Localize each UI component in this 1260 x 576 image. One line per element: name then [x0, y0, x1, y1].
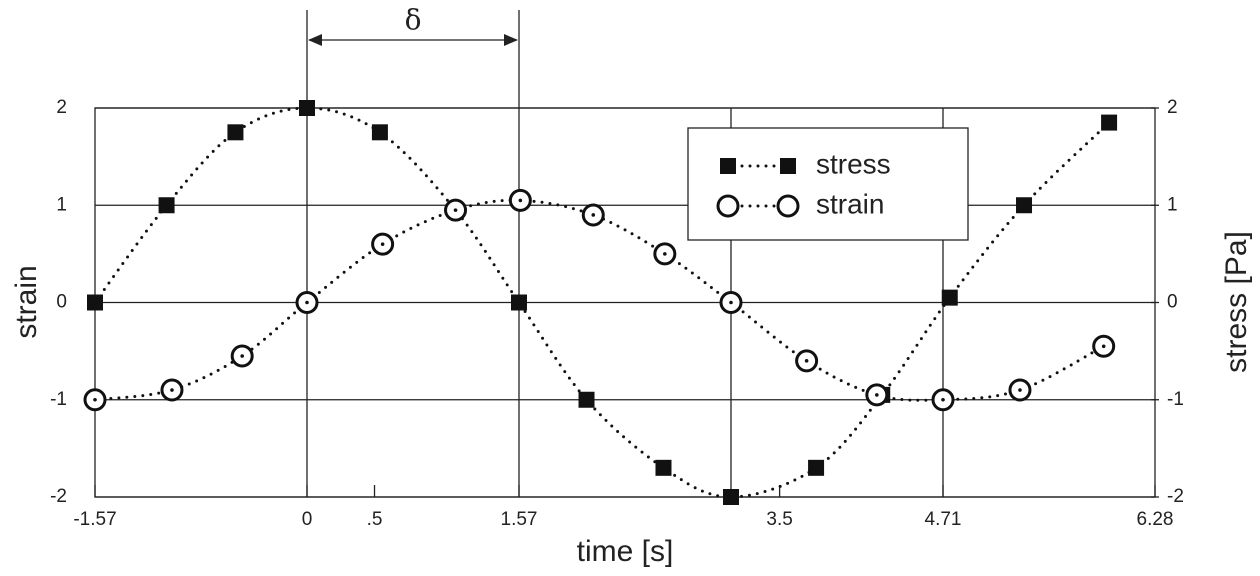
marker-dot: [663, 252, 667, 256]
marker-dot: [804, 359, 809, 363]
x-tick-label: .5: [367, 509, 383, 530]
marker: [723, 489, 739, 505]
x-tick-label: 1.57: [501, 509, 538, 530]
marker-dot: [729, 300, 733, 305]
marker: [780, 158, 796, 174]
marker: [371, 124, 388, 141]
marker-dot: [453, 208, 458, 212]
marker-dot: [591, 213, 596, 217]
marker-dot: [93, 397, 97, 402]
y2-tick-label: -2: [1167, 486, 1184, 507]
marker: [511, 294, 527, 311]
annotation: δ: [405, 4, 422, 37]
x-axis-label: time [s]: [577, 535, 674, 568]
marker: [87, 294, 103, 311]
x-tick-label: 6.28: [1137, 509, 1174, 530]
fit-line: [93, 106, 1111, 499]
y-tick-label: 2: [56, 97, 67, 118]
marker: [776, 194, 800, 218]
marker: [158, 197, 175, 214]
marker: [716, 194, 740, 218]
marker: [1016, 197, 1033, 214]
marker-dot: [941, 397, 945, 402]
legend-box: [687, 127, 969, 241]
marker-dot: [170, 388, 174, 392]
marker: [941, 289, 958, 306]
y-tick-label: -1: [50, 389, 67, 410]
marker: [299, 100, 315, 116]
marker: [808, 459, 825, 476]
marker: [227, 124, 244, 141]
marker-dot: [1018, 388, 1022, 392]
legend-label: strain: [816, 188, 884, 219]
y2-tick-label: 0: [1167, 292, 1178, 313]
y2-tick-label: 2: [1167, 97, 1178, 118]
y2-axis-label: stress [Pa]: [1220, 231, 1253, 373]
marker-dot: [1101, 344, 1106, 349]
marker-dot: [518, 198, 523, 203]
y-axis-label: strain: [10, 265, 43, 338]
y-tick-label: -2: [50, 486, 67, 507]
y-tick-label: 1: [56, 194, 67, 215]
marker-dot: [305, 300, 309, 305]
y-tick-label: 0: [56, 292, 67, 313]
marker: [1101, 114, 1118, 131]
legend-label: stress: [816, 148, 891, 179]
x-tick-label: 4.71: [925, 509, 962, 530]
x-tick-label: -1.57: [73, 509, 116, 530]
x-tick-label: 3.5: [766, 509, 792, 530]
y2-tick-label: -1: [1167, 389, 1184, 410]
marker: [578, 391, 595, 408]
y2-tick-label: 1: [1167, 194, 1178, 215]
marker-dot: [875, 393, 879, 397]
marker-dot: [240, 354, 244, 358]
marker: [720, 158, 736, 174]
marker-dot: [380, 242, 385, 246]
x-tick-label: 0: [302, 509, 313, 530]
marker: [655, 459, 672, 476]
